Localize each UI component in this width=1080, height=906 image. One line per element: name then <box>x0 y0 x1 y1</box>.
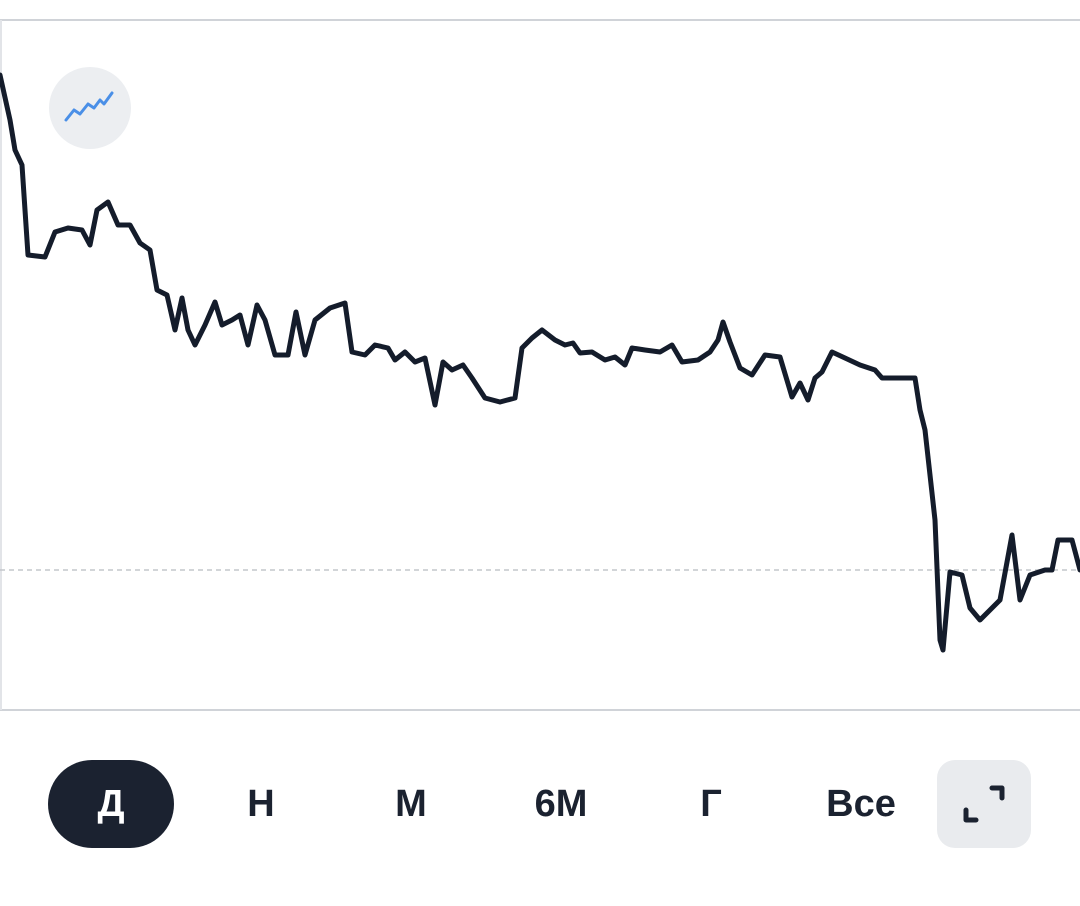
expand-button[interactable] <box>937 760 1031 848</box>
expand-icon <box>963 785 1005 823</box>
range-button[interactable]: Д <box>48 760 174 848</box>
range-button[interactable]: 6М <box>534 782 588 825</box>
range-button[interactable]: Г <box>700 782 722 825</box>
range-button[interactable]: Все <box>826 782 896 825</box>
range-button[interactable]: М <box>395 782 427 825</box>
price-line <box>0 72 1080 653</box>
range-button[interactable]: Н <box>247 782 275 825</box>
chart <box>0 19 1080 711</box>
plot <box>0 72 1080 653</box>
icon-bg <box>49 67 131 149</box>
trend-icon <box>64 91 114 122</box>
chart-type-button[interactable] <box>49 67 131 149</box>
expand-glyph <box>963 785 1005 823</box>
